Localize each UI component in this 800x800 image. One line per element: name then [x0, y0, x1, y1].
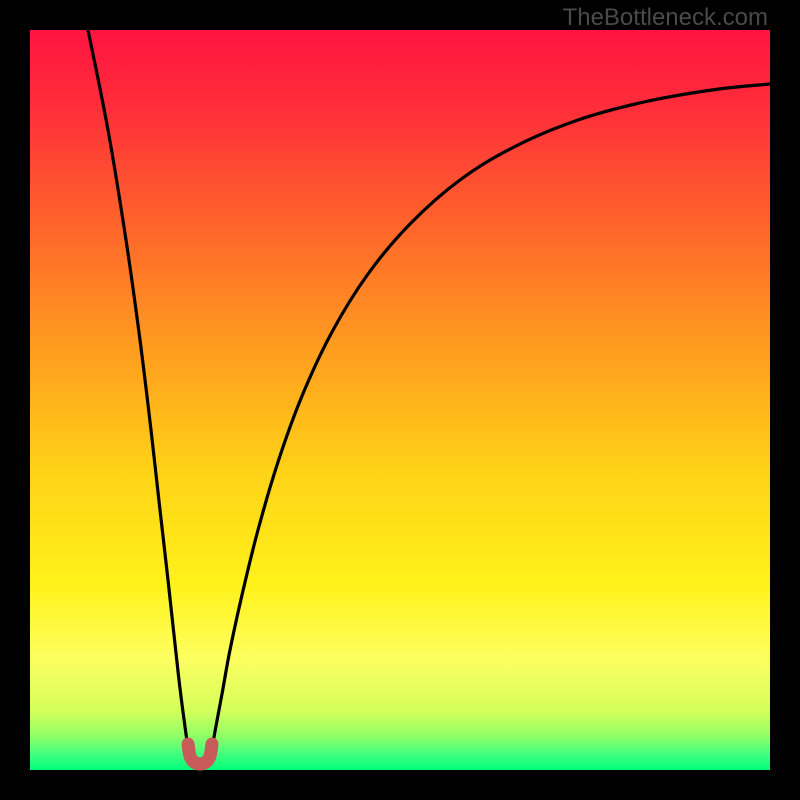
watermark-text: TheBottleneck.com	[563, 4, 768, 32]
bottleneck-chart	[0, 0, 800, 800]
chart-container: TheBottleneck.com	[0, 0, 800, 800]
plot-background	[30, 30, 770, 770]
